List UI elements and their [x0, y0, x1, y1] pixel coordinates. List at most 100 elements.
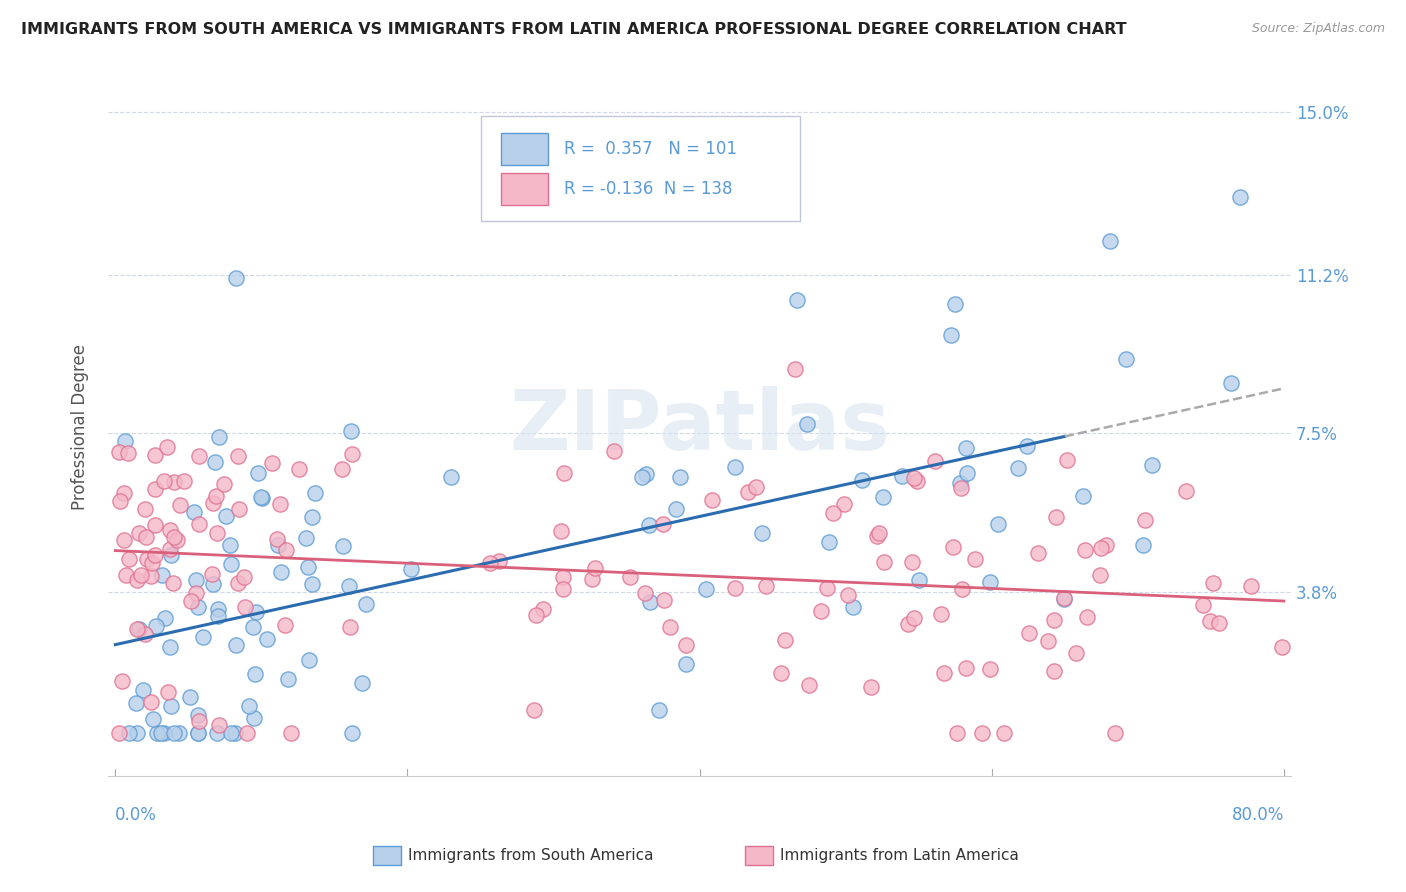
Point: [124, 696, 146, 710]
Point: [1208, 616, 1230, 631]
Point: [155, 440, 177, 454]
Point: [245, 605, 267, 619]
Point: [242, 620, 264, 634]
Point: [440, 470, 463, 484]
Point: [149, 726, 172, 740]
Point: [815, 582, 838, 596]
Point: [797, 678, 820, 692]
Point: [136, 551, 159, 566]
Point: [128, 622, 150, 636]
Point: [955, 661, 977, 675]
Point: [897, 617, 920, 632]
Point: [277, 672, 299, 686]
Point: [1038, 634, 1060, 648]
Point: [187, 450, 209, 464]
Point: [1018, 626, 1040, 640]
Point: [744, 480, 766, 494]
Point: [162, 575, 184, 590]
Point: [955, 442, 977, 456]
Point: [180, 594, 202, 608]
Point: [1088, 567, 1111, 582]
Point: [634, 467, 657, 481]
Point: [270, 565, 292, 579]
Point: [153, 474, 176, 488]
Point: [167, 726, 190, 740]
Point: [638, 594, 661, 608]
Point: [118, 552, 141, 566]
Point: [1220, 376, 1243, 391]
Point: [970, 726, 993, 740]
Point: [942, 540, 965, 554]
Point: [934, 665, 956, 680]
Point: [295, 531, 318, 545]
Point: [796, 417, 818, 432]
Point: [179, 690, 201, 705]
Text: R =  0.357   N = 101: R = 0.357 N = 101: [564, 140, 737, 159]
Point: [232, 570, 254, 584]
Point: [1074, 543, 1097, 558]
Point: [352, 676, 374, 690]
Text: 80.0%: 80.0%: [1232, 806, 1284, 824]
Point: [1045, 510, 1067, 524]
Point: [524, 608, 547, 623]
Point: [163, 475, 186, 489]
Point: [141, 569, 163, 583]
Point: [243, 711, 266, 725]
Point: [783, 362, 806, 376]
Point: [1064, 647, 1087, 661]
Point: [339, 620, 361, 634]
Point: [184, 574, 207, 588]
Point: [979, 575, 1001, 590]
Point: [332, 539, 354, 553]
Point: [134, 626, 156, 640]
Point: [112, 533, 135, 547]
Point: [638, 517, 661, 532]
Point: [1202, 576, 1225, 591]
Point: [191, 631, 214, 645]
Point: [150, 567, 173, 582]
Point: [1043, 613, 1066, 627]
Point: [143, 549, 166, 563]
Point: [201, 577, 224, 591]
Point: [125, 622, 148, 636]
Point: [337, 579, 360, 593]
Point: [187, 599, 209, 614]
Point: [125, 573, 148, 587]
Text: IMMIGRANTS FROM SOUTH AMERICA VS IMMIGRANTS FROM LATIN AMERICA PROFESSIONAL DEGR: IMMIGRANTS FROM SOUTH AMERICA VS IMMIGRA…: [21, 22, 1126, 37]
Point: [818, 535, 841, 549]
Point: [1043, 665, 1066, 679]
Point: [1192, 598, 1215, 612]
Point: [675, 638, 697, 652]
Point: [112, 486, 135, 500]
Point: [903, 611, 925, 625]
Point: [205, 489, 228, 503]
Point: [187, 707, 209, 722]
Point: [946, 726, 969, 740]
Point: [128, 525, 150, 540]
Point: [866, 529, 889, 543]
Text: ZIPatlas: ZIPatlas: [509, 386, 890, 467]
Point: [212, 477, 235, 491]
Point: [146, 726, 169, 740]
Point: [266, 532, 288, 546]
Point: [924, 454, 946, 468]
Point: [187, 517, 209, 532]
Point: [860, 680, 883, 694]
Point: [949, 476, 972, 491]
Point: [221, 557, 243, 571]
Point: [205, 726, 228, 740]
Point: [1099, 234, 1122, 248]
Point: [868, 526, 890, 541]
Point: [235, 726, 257, 740]
Text: Source: ZipAtlas.com: Source: ZipAtlas.com: [1251, 22, 1385, 36]
Point: [1056, 452, 1078, 467]
Point: [488, 554, 510, 568]
Point: [700, 493, 723, 508]
Point: [553, 582, 575, 596]
Point: [208, 430, 231, 444]
Point: [125, 726, 148, 740]
Point: [832, 497, 855, 511]
Point: [159, 542, 181, 557]
Point: [260, 456, 283, 470]
Point: [993, 726, 1015, 740]
